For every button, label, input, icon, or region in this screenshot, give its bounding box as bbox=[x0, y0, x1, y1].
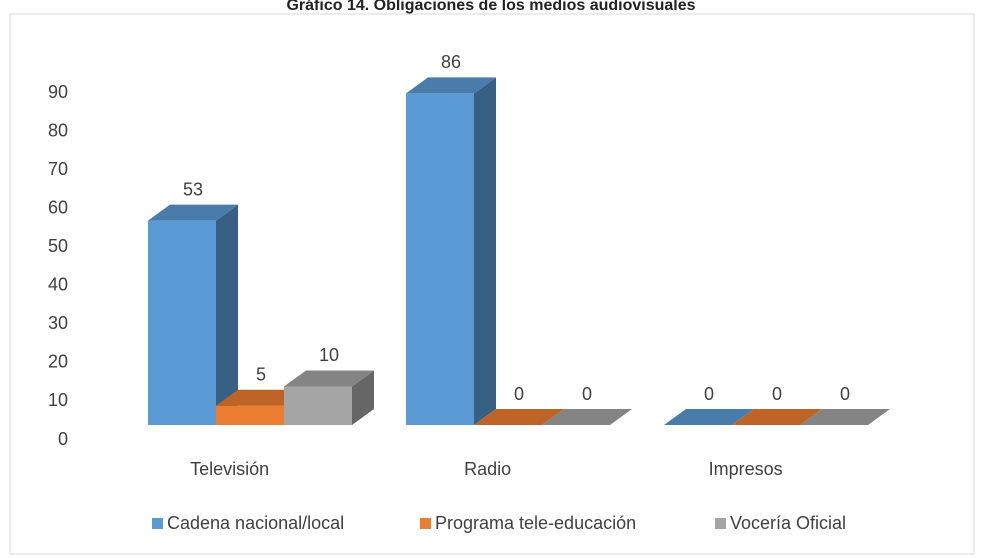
legend-label: Cadena nacional/local bbox=[167, 513, 344, 533]
y-tick-label: 0 bbox=[58, 429, 68, 449]
y-tick-label: 10 bbox=[48, 390, 68, 410]
data-label: 10 bbox=[319, 345, 339, 365]
bar-top bbox=[732, 409, 822, 425]
legend-label: Programa tele-educación bbox=[435, 513, 636, 533]
x-tick-label: Radio bbox=[464, 459, 511, 479]
data-label: 0 bbox=[704, 384, 714, 404]
bar-top bbox=[664, 409, 754, 425]
bar-side bbox=[216, 204, 238, 425]
data-label: 0 bbox=[772, 384, 782, 404]
bar-top bbox=[474, 409, 564, 425]
data-label: 53 bbox=[183, 179, 203, 199]
bar-top bbox=[148, 204, 238, 221]
bar bbox=[406, 93, 474, 425]
bar-top bbox=[406, 77, 496, 94]
bar-side bbox=[474, 77, 496, 425]
data-label: 0 bbox=[582, 384, 592, 404]
legend-label: Vocería Oficial bbox=[730, 513, 846, 533]
chart-title: Gráfico 14. Obligaciones de los medios a… bbox=[286, 0, 695, 14]
x-tick-label: Impresos bbox=[709, 459, 783, 479]
y-tick-label: 90 bbox=[48, 82, 68, 102]
y-tick-label: 40 bbox=[48, 275, 68, 295]
y-tick-label: 20 bbox=[48, 352, 68, 372]
bar-top bbox=[542, 409, 632, 425]
bar-top bbox=[284, 370, 374, 387]
bar bbox=[148, 220, 216, 425]
bar-top bbox=[800, 409, 890, 425]
bar-top bbox=[216, 389, 306, 406]
legend-swatch bbox=[420, 518, 431, 529]
x-tick-label: Televisión bbox=[190, 459, 269, 479]
y-tick-label: 50 bbox=[48, 236, 68, 256]
legend-swatch bbox=[152, 518, 163, 529]
y-tick-label: 30 bbox=[48, 313, 68, 333]
data-label: 0 bbox=[514, 384, 524, 404]
y-tick-label: 70 bbox=[48, 159, 68, 179]
bar bbox=[216, 405, 284, 425]
bar bbox=[284, 386, 352, 425]
data-label: 5 bbox=[256, 364, 266, 384]
legend-swatch bbox=[715, 518, 726, 529]
data-label: 86 bbox=[441, 52, 461, 72]
y-tick-label: 80 bbox=[48, 120, 68, 140]
y-tick-label: 60 bbox=[48, 197, 68, 217]
bar-side bbox=[352, 370, 374, 425]
data-label: 0 bbox=[840, 384, 850, 404]
